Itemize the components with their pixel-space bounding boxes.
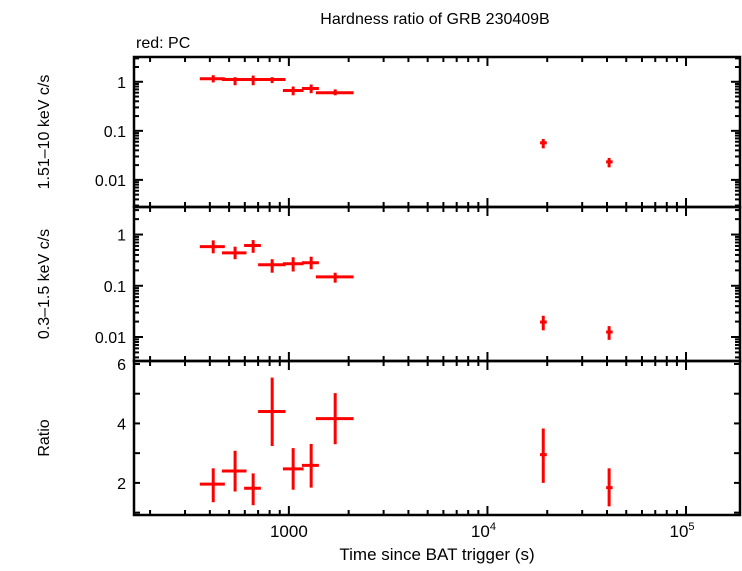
data-point [606,468,613,507]
chart-title: Hardness ratio of GRB 230409B [320,11,549,28]
data-point [606,157,613,168]
y-tick-label: 0.1 [104,279,126,296]
y-tick-label: 2 [117,476,126,493]
data-point [244,75,261,86]
y-tick-label: 0.01 [95,173,126,190]
data-point [540,428,547,483]
data-point [199,240,225,254]
data-point [221,450,247,492]
x-tick-label: 104 [471,521,496,541]
y-tick-label: 4 [117,416,126,433]
x-tick-label: 1000 [270,522,308,541]
panel-0: 1 0.1 0.01 [95,55,742,209]
y-tick-label: 0.01 [95,330,126,347]
y-axis-label-top: 1.51–10 keV c/s [36,75,53,190]
data-point [606,326,613,340]
panel-2: 6 4 2 [117,357,742,517]
y-tick-label: 1 [117,75,126,92]
data-point [301,256,319,270]
data-point [282,86,304,96]
panel-frame [132,359,742,517]
data-point [540,139,547,149]
x-tick-label-base: 10 [471,522,490,541]
data-point [315,272,354,283]
x-tick-label-exponent: 4 [490,521,496,533]
x-tick-label-base: 10 [669,522,688,541]
data-point [315,393,354,445]
x-tick-label: 105 [669,521,694,541]
data-point [221,77,247,86]
data-point [301,443,319,488]
data-point [199,75,225,83]
data-point [244,473,261,506]
data-point [221,246,247,260]
data-point [258,259,286,273]
data-point [282,448,304,490]
data-point [301,84,319,94]
data-point [315,89,354,96]
data-point [199,468,225,503]
y-axis-label-middle: 0.3–1.5 keV c/s [36,229,53,339]
y-axis-label-bottom: Ratio [36,419,53,456]
y-tick-label: 6 [117,357,126,374]
data-point [244,240,261,253]
x-tick-label-exponent: 5 [688,521,694,533]
panel-1: 1 0.1 0.01 [95,205,742,363]
x-axis-label: Time since BAT trigger (s) [339,545,534,564]
data-point [258,377,286,447]
data-point [540,315,547,331]
y-tick-label: 1 [117,228,126,245]
chart-subtitle: red: PC [136,35,190,52]
data-point [258,77,286,84]
y-tick-label: 0.1 [104,124,126,141]
data-point [282,257,304,272]
panel-frame [132,205,742,363]
